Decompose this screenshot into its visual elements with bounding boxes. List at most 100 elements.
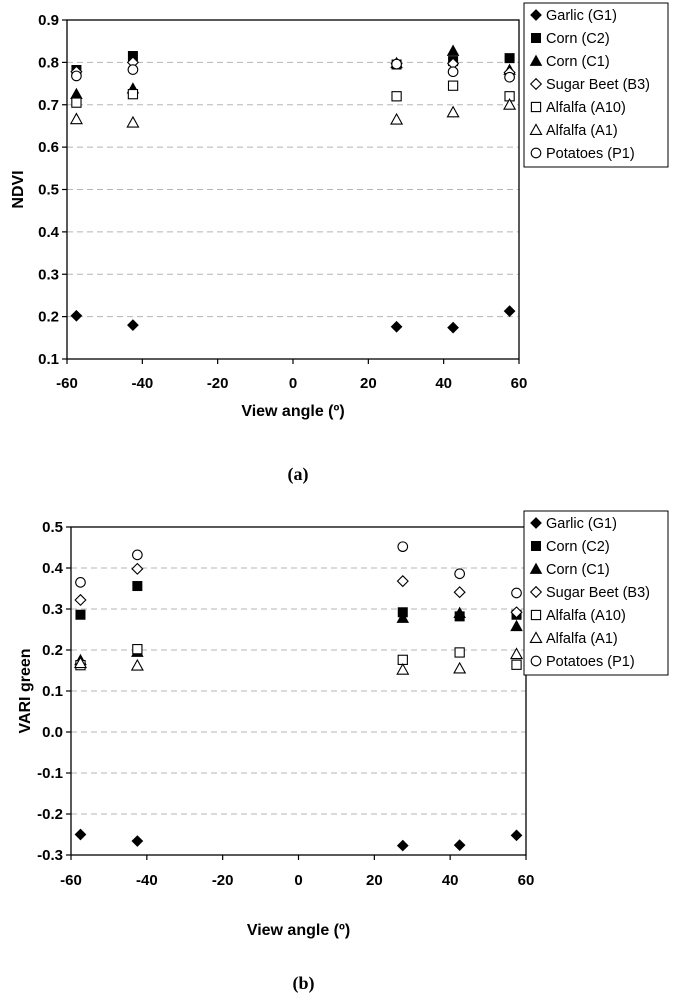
data-point [70,309,83,322]
data-point [504,71,515,83]
legend-label: Potatoes (P1) [546,146,635,162]
legend-marker [530,655,542,667]
y-tick-label: 0.4 [42,560,64,577]
x-axis-title: View angle (º) [247,922,350,939]
data-point [397,541,409,553]
legend-marker [531,541,542,552]
data-point [446,105,460,118]
series-alfalfa-a10 [75,644,522,671]
y-tick-label: 0.4 [38,224,60,241]
y-tick-label: 0.5 [38,182,59,199]
y-tick-label: 0.2 [38,309,59,326]
series-potatoes-p1 [75,541,522,599]
y-tick-label: 0.8 [38,54,59,71]
data-point [71,97,82,108]
data-point [396,611,410,623]
data-point [391,91,402,102]
data-point [69,112,83,125]
x-tick-label: -20 [212,872,234,889]
y-tick-label: 0.1 [42,683,63,700]
x-tick-label: 20 [360,375,377,392]
x-axis-title: View angle (º) [241,403,344,420]
y-tick-label: 0.3 [38,266,59,283]
data-point [70,87,83,100]
legend-marker [530,609,542,621]
y-tick-label: 0.5 [42,519,63,536]
legend-label: Alfalfa (A10) [546,608,626,624]
legend-label: Sugar Beet (B3) [546,77,650,93]
legend-label: Garlic (G1) [546,8,617,24]
y-tick-label: 0.2 [42,642,63,659]
legend-label: Corn (C2) [546,31,610,47]
legend-label: Corn (C1) [546,54,610,70]
data-point [71,70,82,82]
series-sugar-beet-b3 [74,562,523,619]
figure-caption: (a) [288,464,309,485]
legend-label: Corn (C2) [546,539,610,555]
y-tick-label: 0.9 [38,12,59,29]
data-point [132,581,143,592]
data-point [74,828,87,841]
x-tick-label: -60 [56,375,78,392]
data-point [130,658,144,671]
legend-marker [529,562,543,574]
x-tick-label: 40 [442,872,459,889]
legend: Garlic (G1) Corn (C2) Corn (C1) Sugar Beet … [523,510,669,676]
y-tick-label: -0.2 [37,806,63,823]
data-point [453,839,466,852]
data-point [453,606,466,618]
data-point [453,661,467,674]
x-tick-label: 60 [518,872,535,889]
data-point [390,320,403,333]
data-point [396,662,410,675]
y-axis-title: VARI green [17,648,34,733]
chart-a: 0.1 0.2 0.3 0.4 0.5 0.6 0.7 0.8 0.9 -60 -40 -20 0 20 4… [10,2,669,485]
series-garlic-g1 [74,828,523,852]
y-axis-title: NDVI [10,170,27,208]
data-point [126,115,140,128]
legend-marker [529,123,543,136]
series-alfalfa-a10 [71,80,515,108]
data-point [511,659,522,670]
x-tick-label: 60 [511,375,528,392]
y-tick-label: -0.1 [37,765,63,782]
data-point [510,829,523,842]
data-point [391,58,402,70]
x-tick-label: 20 [366,872,383,889]
legend-label: Alfalfa (A10) [546,100,626,116]
legend-label: Sugar Beet (B3) [546,585,650,601]
data-point [454,568,465,580]
y-tick-label: 0.3 [42,601,63,618]
legend-marker [529,585,543,599]
legend: Garlic (G1) Corn (C2) Corn (C1) Sugar Beet … [523,2,669,168]
data-point [396,839,409,852]
data-point [454,647,465,658]
x-tick-label: -60 [60,872,82,889]
y-tick-label: 0.0 [42,724,63,741]
legend-box [523,510,669,676]
data-point [132,644,143,655]
legend-marker [530,101,542,113]
data-point [127,319,139,331]
y-tick-label: 0.7 [38,97,59,114]
series-alfalfa-a1 [69,98,517,128]
series-garlic-g1 [70,305,516,334]
data-point [396,575,409,588]
y-tick-label: -0.3 [37,847,63,864]
legend-marker [530,147,542,159]
series-alfalfa-a1 [73,647,524,675]
data-point [447,321,459,334]
x-tick-label: -40 [131,375,153,392]
legend-marker [531,33,542,44]
data-point [504,53,515,64]
legend-marker [530,9,542,21]
data-point [447,66,459,78]
data-point [503,305,516,317]
x-tick-label: -20 [207,375,229,392]
legend-marker [529,631,543,644]
x-tick-label: 0 [294,872,302,889]
y-tick-label: 0.1 [38,351,59,368]
legend-marker [530,517,542,529]
data-point [75,576,86,588]
figure-caption: (b) [293,973,315,994]
